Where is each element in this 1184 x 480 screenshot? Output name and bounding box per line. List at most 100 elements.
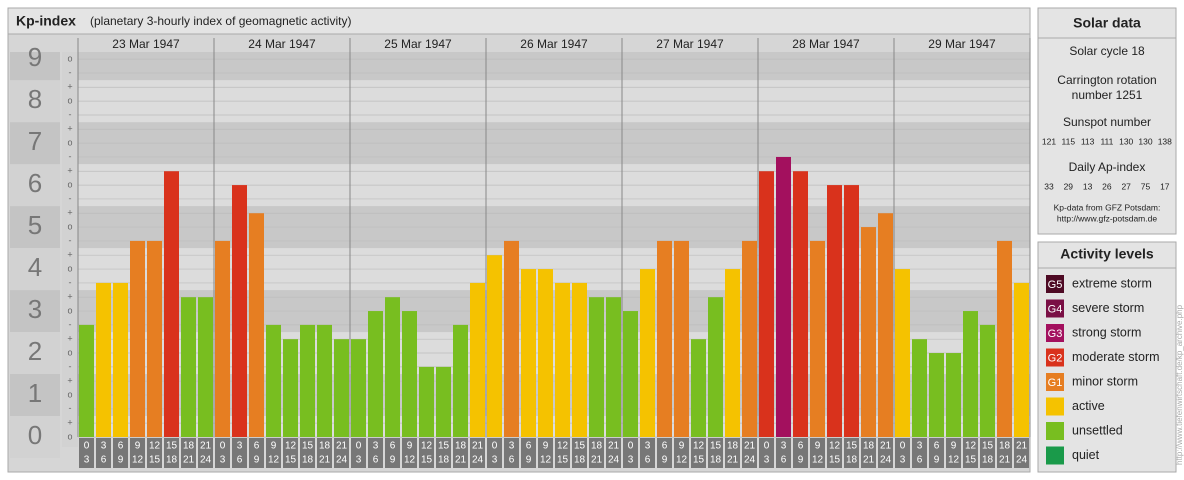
hour-label: 9	[271, 441, 277, 452]
hour-label: 18	[591, 441, 603, 452]
hour-label: 9	[254, 455, 260, 466]
bar	[827, 185, 842, 437]
bar	[946, 353, 961, 437]
hour-label: 15	[693, 455, 705, 466]
bar	[283, 339, 298, 437]
legend-label: extreme storm	[1072, 276, 1152, 290]
legend-label: minor storm	[1072, 374, 1138, 388]
hour-label: 6	[645, 455, 651, 466]
hour-box	[130, 438, 145, 468]
hour-label: 3	[84, 455, 90, 466]
minor-tick-label: +	[67, 124, 72, 134]
solar-panel	[1037, 7, 1177, 235]
bar	[980, 324, 995, 437]
hour-label: 15	[965, 455, 977, 466]
bar	[232, 185, 247, 437]
minor-tick-label: o	[67, 263, 72, 273]
ap-value: 27	[1121, 181, 1131, 191]
hour-box	[215, 438, 230, 468]
hour-label: 24	[880, 455, 892, 466]
chart-title: Kp-index	[16, 13, 76, 29]
hour-box	[844, 438, 859, 468]
hour-label: 15	[149, 455, 161, 466]
legend-swatch	[1046, 299, 1064, 318]
hour-label: 21	[1016, 441, 1028, 452]
bar	[453, 324, 468, 437]
hour-label: 21	[319, 455, 331, 466]
bar	[589, 297, 604, 437]
hour-label: 15	[166, 441, 178, 452]
ap-value: 26	[1102, 181, 1112, 191]
hour-label: 12	[149, 441, 161, 452]
hour-box	[997, 438, 1012, 468]
hour-label: 3	[237, 441, 243, 452]
hour-box	[283, 438, 298, 468]
carrington: number 1251	[1072, 88, 1143, 102]
hour-label: 21	[472, 441, 484, 452]
hour-label: 3	[492, 455, 498, 466]
watermark: http://www.tiefenwirtschaft.de/kp_archiv…	[1175, 304, 1184, 465]
hour-label: 0	[220, 441, 226, 452]
y-tick-label: 9	[28, 42, 42, 72]
hour-label: 6	[237, 455, 243, 466]
hour-box	[232, 438, 247, 468]
y-tick-label: 4	[28, 252, 42, 282]
hour-label: 24	[744, 455, 756, 466]
hour-box	[419, 438, 434, 468]
sunspot-value: 138	[1158, 136, 1172, 146]
legend-swatch	[1046, 324, 1064, 342]
hour-box	[742, 438, 757, 468]
kp-band	[10, 332, 60, 375]
hour-box	[657, 438, 672, 468]
grid-band	[78, 416, 1030, 437]
minor-tick-label: o	[67, 389, 72, 399]
bar	[929, 353, 944, 437]
legend-badge: G3	[1048, 328, 1063, 340]
legend-badge: G2	[1048, 352, 1063, 364]
sunspot-value: 113	[1081, 136, 1095, 146]
hour-box	[96, 438, 111, 468]
bar	[521, 269, 536, 437]
hour-box	[249, 438, 264, 468]
sunspot-value: 111	[1100, 136, 1113, 146]
hour-box	[929, 438, 944, 468]
minor-tick-label: +	[67, 166, 72, 176]
bar	[912, 339, 927, 437]
hour-box	[317, 438, 332, 468]
bar	[215, 240, 230, 437]
hour-label: 24	[472, 455, 484, 466]
hour-label: 3	[101, 441, 107, 452]
minor-tick-label: o	[67, 54, 72, 64]
hour-label: 9	[407, 441, 413, 452]
hour-label: 12	[676, 455, 688, 466]
hour-label: 0	[492, 441, 498, 452]
hour-box	[895, 438, 910, 468]
hour-label: 18	[710, 455, 722, 466]
hour-label: 12	[540, 455, 552, 466]
y-tick-label: 8	[28, 84, 42, 114]
title-bar	[7, 7, 1031, 35]
hour-label: 12	[404, 455, 416, 466]
hour-label: 9	[390, 455, 396, 466]
hour-label: 18	[166, 455, 178, 466]
hour-box	[470, 438, 485, 468]
legend-swatch	[1046, 348, 1064, 367]
legend-swatch	[1046, 422, 1064, 440]
date-label: 26 Mar 1947	[520, 37, 588, 51]
hour-label: 3	[900, 455, 906, 466]
hour-box	[555, 438, 570, 468]
date-label: 28 Mar 1947	[792, 37, 860, 51]
legend-label: unsettled	[1072, 423, 1123, 437]
hour-label: 3	[356, 455, 362, 466]
hour-label: 18	[863, 441, 875, 452]
hour-box	[147, 438, 162, 468]
hour-label: 15	[710, 441, 722, 452]
hour-box	[980, 438, 995, 468]
kp-band	[10, 164, 60, 207]
kp-band	[10, 80, 60, 123]
bar	[198, 297, 213, 437]
minor-tick-label: +	[67, 292, 72, 302]
hour-label: 3	[628, 455, 634, 466]
hour-label: 6	[118, 441, 124, 452]
kp-band	[10, 416, 60, 458]
